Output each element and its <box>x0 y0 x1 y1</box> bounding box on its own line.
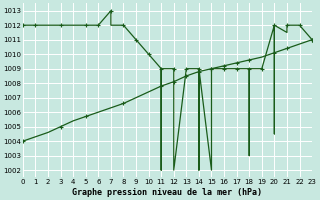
X-axis label: Graphe pression niveau de la mer (hPa): Graphe pression niveau de la mer (hPa) <box>72 188 262 197</box>
